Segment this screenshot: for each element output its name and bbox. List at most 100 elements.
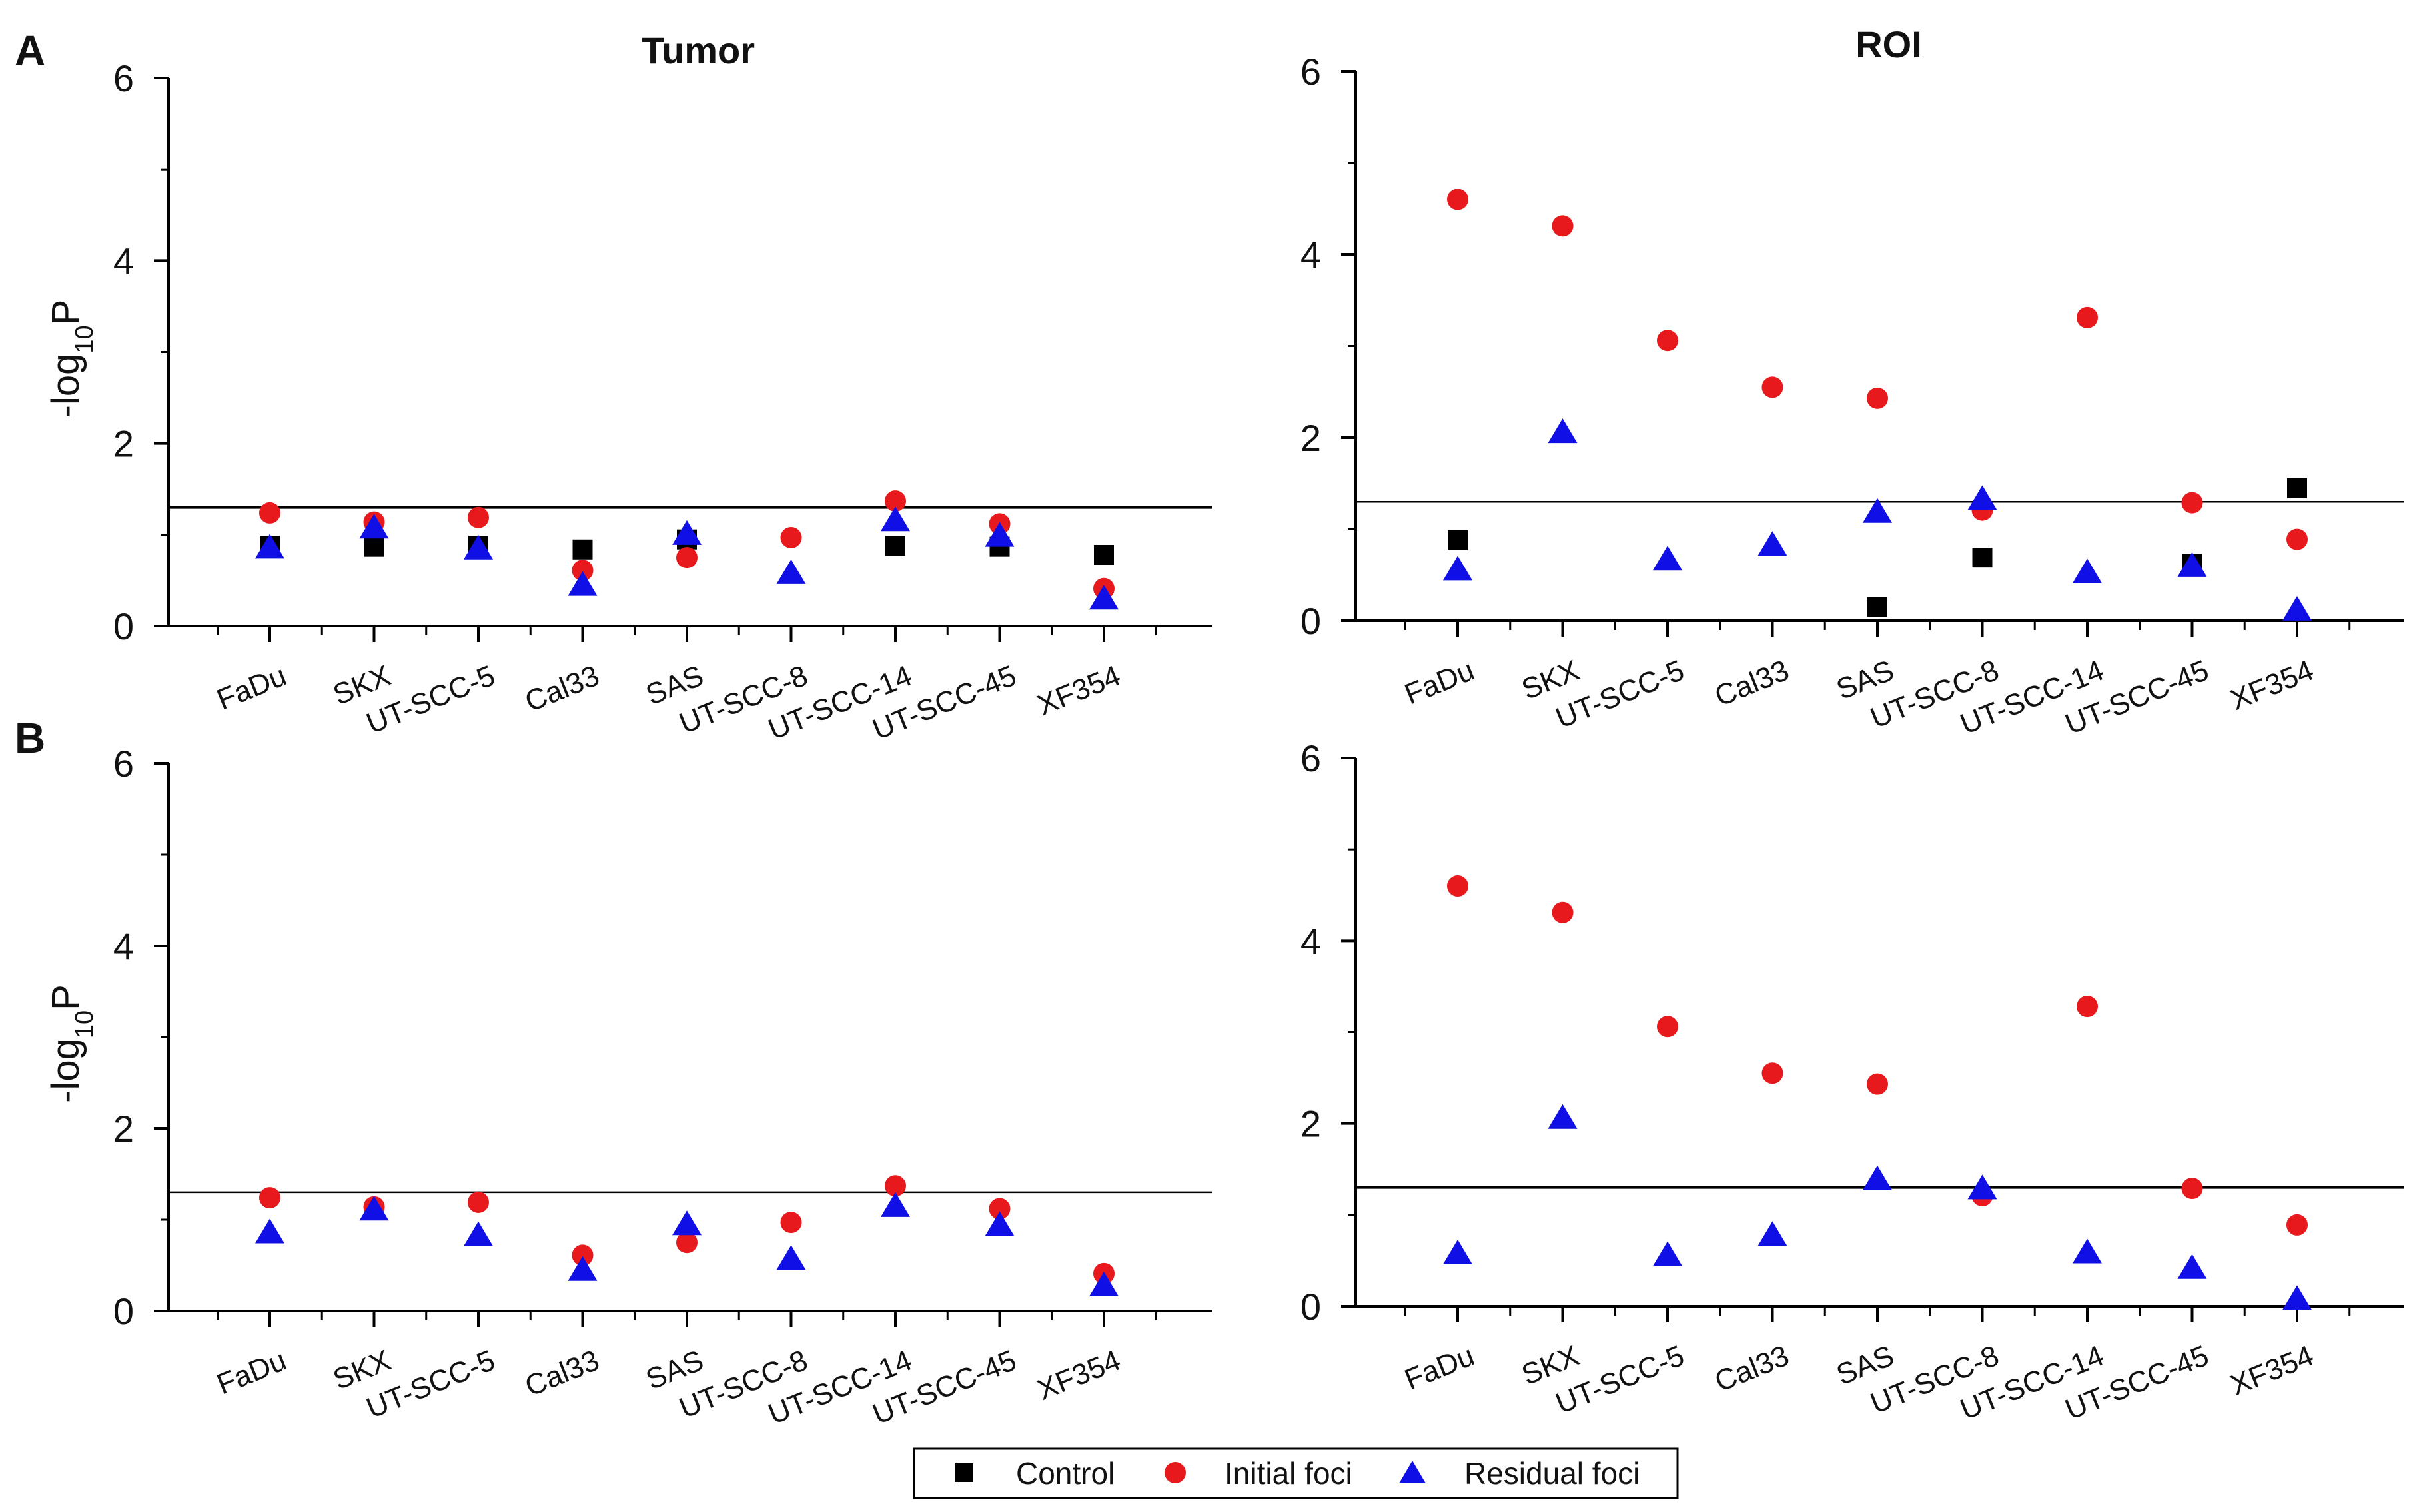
point-initial-foci [1867, 387, 1888, 409]
point-control [1972, 548, 1993, 568]
point-initial-foci [676, 1232, 698, 1254]
point-initial-foci [1447, 189, 1468, 210]
legend-residual-foci-label: Residual foci [1464, 1456, 1640, 1491]
y-tick-label: 4 [1300, 234, 1321, 276]
point-residual-foci [2177, 552, 2207, 577]
y-axis-label: -log10P [44, 984, 99, 1103]
point-initial-foci [572, 560, 594, 581]
point-initial-foci [2286, 528, 2308, 550]
point-initial-foci [1761, 1062, 1783, 1084]
chart-title: Tumor [642, 29, 755, 71]
point-initial-foci [1552, 215, 1574, 237]
point-residual-foci [1863, 498, 1892, 523]
point-residual-foci [1089, 585, 1119, 610]
legend: Control Initial foci Residual foci [913, 1447, 1679, 1499]
panel-label-a: A [15, 27, 45, 75]
legend-control-label: Control [1016, 1456, 1115, 1491]
point-residual-foci [568, 1256, 598, 1281]
point-residual-foci [1653, 1241, 1682, 1266]
legend-control-marker [955, 1463, 973, 1482]
point-initial-foci [2286, 1214, 2308, 1236]
y-tick-label: 0 [113, 1290, 134, 1332]
point-initial-foci [259, 502, 280, 524]
y-tick-label: 2 [1300, 1103, 1321, 1145]
point-residual-foci [1443, 556, 1472, 581]
point-residual-foci [2073, 1238, 2102, 1264]
point-residual-foci [255, 1218, 284, 1244]
point-initial-foci [259, 1187, 280, 1209]
point-residual-foci [2177, 1254, 2207, 1279]
point-residual-foci [672, 520, 702, 545]
point-initial-foci [676, 547, 698, 569]
point-initial-foci [780, 1212, 802, 1234]
point-initial-foci [2181, 492, 2203, 514]
point-residual-foci [881, 506, 910, 532]
point-residual-foci [464, 534, 493, 560]
point-initial-foci [885, 490, 906, 512]
y-tick-label: 0 [1300, 1286, 1321, 1327]
point-initial-foci [468, 1191, 489, 1213]
point-initial-foci [2077, 996, 2098, 1018]
point-residual-foci [568, 571, 598, 596]
point-residual-foci [255, 534, 284, 559]
point-control [572, 539, 593, 560]
point-residual-foci [1653, 546, 1682, 571]
point-control [1448, 530, 1468, 550]
point-initial-foci [2077, 306, 2098, 328]
y-tick-label: 2 [113, 423, 134, 465]
point-control [1094, 545, 1114, 566]
point-residual-foci [1757, 531, 1787, 556]
point-residual-foci [464, 1221, 493, 1246]
point-residual-foci [1757, 1221, 1787, 1246]
y-tick-label: 6 [113, 743, 134, 785]
point-initial-foci [885, 1175, 906, 1197]
y-tick-label: 4 [113, 925, 134, 967]
point-residual-foci [1089, 1272, 1119, 1297]
point-residual-foci [359, 1196, 389, 1221]
point-residual-foci [1548, 418, 1578, 444]
point-initial-foci [1761, 376, 1783, 398]
point-control [2287, 478, 2307, 498]
point-residual-foci [985, 522, 1015, 547]
y-tick-label: 0 [113, 605, 134, 647]
point-residual-foci [1967, 1174, 1997, 1200]
panel-label-b: B [15, 714, 45, 762]
point-residual-foci [1967, 485, 1997, 510]
y-axis-label: -log10P [44, 300, 99, 418]
point-initial-foci [1657, 330, 1678, 352]
y-tick-label: 0 [1300, 600, 1321, 642]
point-residual-foci [1548, 1104, 1578, 1129]
point-residual-foci [776, 1245, 806, 1270]
point-residual-foci [776, 559, 806, 584]
point-initial-foci [2181, 1178, 2203, 1200]
point-residual-foci [1443, 1239, 1472, 1264]
point-residual-foci [2282, 1285, 2312, 1310]
y-tick-label: 6 [1300, 737, 1321, 779]
point-control [885, 536, 905, 556]
point-residual-foci [2282, 595, 2312, 621]
point-residual-foci [881, 1192, 910, 1217]
y-tick-label: 6 [113, 57, 134, 99]
chart-title: ROI [1855, 23, 1922, 65]
point-initial-foci [572, 1244, 594, 1266]
point-initial-foci [1657, 1016, 1678, 1038]
point-control [1867, 597, 1887, 617]
point-initial-foci [780, 526, 802, 548]
legend-initial-foci-marker [1165, 1462, 1186, 1483]
legend-box [913, 1447, 1679, 1499]
point-residual-foci [1863, 1165, 1892, 1190]
y-tick-label: 4 [113, 240, 134, 282]
point-control [364, 536, 384, 557]
y-tick-label: 2 [1300, 417, 1321, 459]
legend-residual-foci-marker [1399, 1461, 1426, 1483]
y-tick-label: 4 [1300, 920, 1321, 962]
point-residual-foci [985, 1211, 1015, 1236]
point-initial-foci [468, 506, 489, 528]
point-initial-foci [1552, 901, 1574, 923]
point-residual-foci [359, 514, 389, 539]
legend-initial-foci-label: Initial foci [1224, 1456, 1352, 1491]
point-residual-foci [672, 1210, 702, 1236]
point-initial-foci [1447, 875, 1468, 897]
point-initial-foci [1867, 1073, 1888, 1095]
